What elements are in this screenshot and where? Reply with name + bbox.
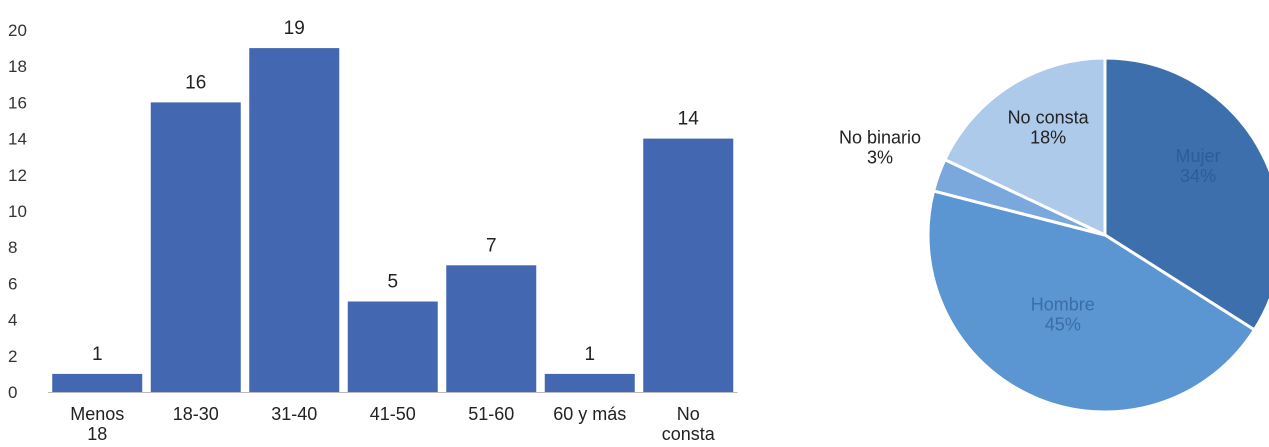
x-tick-label: 51-60 bbox=[468, 404, 514, 424]
pie-slice-label: No binario bbox=[839, 127, 921, 147]
bar bbox=[446, 265, 537, 392]
y-tick-label: 4 bbox=[8, 311, 17, 330]
bar bbox=[347, 301, 438, 392]
bar-value-label: 19 bbox=[284, 18, 305, 39]
pie-slice bbox=[1103, 56, 1269, 332]
x-tick-label: Menos bbox=[70, 404, 124, 424]
x-tick-label: 18-30 bbox=[173, 404, 219, 424]
y-tick-label: 18 bbox=[8, 57, 27, 76]
bar bbox=[150, 102, 241, 393]
y-tick-label: 0 bbox=[8, 383, 17, 402]
x-tick-label: No bbox=[677, 404, 700, 424]
pie-slice-percent: 45% bbox=[1045, 314, 1081, 334]
bar-value-label: 14 bbox=[678, 109, 700, 130]
y-tick-label: 20 bbox=[8, 21, 27, 40]
bar bbox=[643, 138, 734, 392]
y-tick-label: 8 bbox=[8, 238, 17, 257]
x-tick-label: consta bbox=[662, 424, 716, 444]
y-tick-label: 14 bbox=[8, 130, 27, 149]
bar bbox=[249, 48, 340, 392]
pie-slice bbox=[943, 56, 1107, 237]
bar-value-label: 5 bbox=[387, 272, 398, 293]
y-tick-label: 6 bbox=[8, 274, 17, 293]
pie-slice-percent: 34% bbox=[1180, 166, 1216, 186]
bar-value-label: 1 bbox=[584, 344, 595, 365]
bar-value-label: 16 bbox=[185, 72, 206, 93]
x-tick-label: 31-40 bbox=[271, 404, 317, 424]
pie-slice-label: Mujer bbox=[1176, 146, 1221, 166]
y-tick-label: 12 bbox=[8, 166, 27, 185]
x-tick-label: 60 y más bbox=[553, 404, 626, 424]
bar-value-label: 7 bbox=[486, 235, 497, 256]
bar bbox=[544, 373, 635, 392]
bar-chart: 024681012141618201Menos181618-301931-405… bbox=[8, 18, 738, 444]
y-tick-label: 2 bbox=[8, 347, 17, 366]
pie-slice bbox=[926, 189, 1256, 414]
bar-value-label: 1 bbox=[92, 344, 103, 365]
y-tick-label: 10 bbox=[8, 202, 27, 221]
x-tick-label: 18 bbox=[87, 424, 107, 444]
pie-slice-label: No consta bbox=[1008, 107, 1090, 127]
pie-slice bbox=[932, 158, 1107, 237]
bar bbox=[52, 373, 143, 392]
pie-slice-percent: 3% bbox=[867, 147, 893, 167]
pie-slice-label: Hombre bbox=[1031, 294, 1095, 314]
x-tick-label: 41-50 bbox=[370, 404, 416, 424]
pie-slice-percent: 18% bbox=[1030, 127, 1066, 147]
y-tick-label: 16 bbox=[8, 93, 27, 112]
